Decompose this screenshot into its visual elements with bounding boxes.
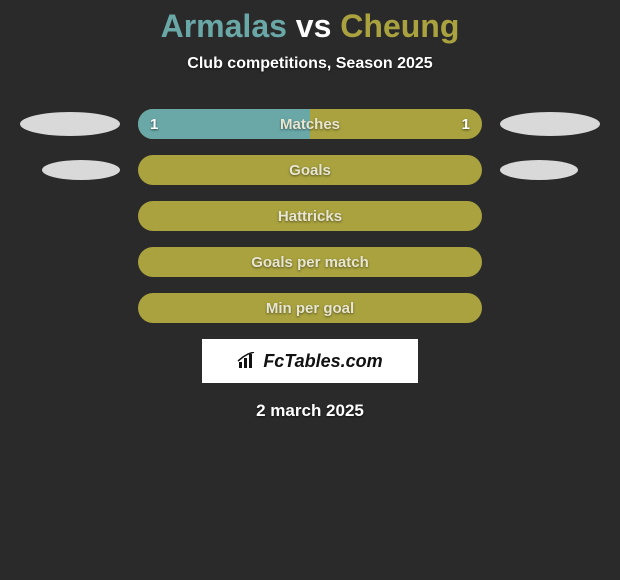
comparison-title: Armalas vs Cheung [0, 8, 620, 45]
stat-row-goals: Goals [0, 155, 620, 185]
player2-avatar-placeholder [500, 112, 600, 136]
stat-bar-min-per-goal: Min per goal [138, 293, 482, 323]
stat-label: Goals [289, 162, 331, 179]
player2-name: Cheung [340, 8, 459, 44]
player1-avatar-placeholder [20, 112, 120, 136]
stat-label: Matches [280, 116, 340, 133]
chart-icon [237, 352, 259, 370]
stat-row-goals-per-match: Goals per match [0, 247, 620, 277]
stat-bar-goals: Goals [138, 155, 482, 185]
player1-name: Armalas [161, 8, 287, 44]
stat-left-value: 1 [150, 116, 158, 133]
date-label: 2 march 2025 [0, 401, 620, 421]
stat-bar-hattricks: Hattricks [138, 201, 482, 231]
stat-label: Hattricks [278, 208, 342, 225]
competition-subtitle: Club competitions, Season 2025 [0, 55, 620, 73]
stat-bar-goals-per-match: Goals per match [138, 247, 482, 277]
source-logo: FcTables.com [202, 339, 418, 383]
stat-label: Goals per match [251, 254, 369, 271]
stat-row-matches: 1 Matches 1 [0, 109, 620, 139]
stat-label: Min per goal [266, 300, 354, 317]
stat-bar-matches: 1 Matches 1 [138, 109, 482, 139]
player1-avatar-placeholder [42, 160, 120, 180]
logo-label: FcTables.com [263, 351, 382, 372]
logo-text: FcTables.com [237, 351, 382, 372]
stat-right-value: 1 [462, 116, 470, 133]
stat-row-min-per-goal: Min per goal [0, 293, 620, 323]
vs-separator: vs [296, 8, 332, 44]
player2-avatar-placeholder [500, 160, 578, 180]
infographic-container: Armalas vs Cheung Club competitions, Sea… [0, 0, 620, 421]
stat-row-hattricks: Hattricks [0, 201, 620, 231]
